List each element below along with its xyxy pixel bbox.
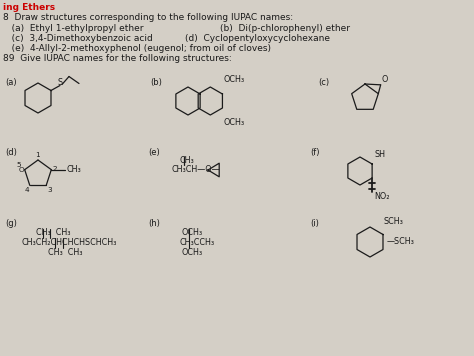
Text: (h): (h) xyxy=(148,219,160,228)
Text: OCH₃: OCH₃ xyxy=(182,248,203,257)
Text: CH₃  CH₃: CH₃ CH₃ xyxy=(48,248,82,257)
Text: CH₃CH—O—: CH₃CH—O— xyxy=(172,165,220,174)
Text: OCH₃: OCH₃ xyxy=(182,228,203,237)
Text: (d)  Cyclopentyloxycyclohexane: (d) Cyclopentyloxycyclohexane xyxy=(185,34,330,43)
Text: NO₂: NO₂ xyxy=(374,192,390,201)
Text: (i): (i) xyxy=(310,219,319,228)
Text: SH: SH xyxy=(374,150,385,159)
Text: 89  Give IUPAC names for the following structures:: 89 Give IUPAC names for the following st… xyxy=(3,54,232,63)
Text: (e)  4-Allyl-2-methoxyphenol (eugenol; from oil of cloves): (e) 4-Allyl-2-methoxyphenol (eugenol; fr… xyxy=(3,44,271,53)
Text: (f): (f) xyxy=(310,148,319,157)
Text: (a)  Ethyl 1-ethylpropyl ether: (a) Ethyl 1-ethylpropyl ether xyxy=(3,24,144,33)
Text: (d): (d) xyxy=(5,148,17,157)
Text: O: O xyxy=(18,167,24,173)
Text: (c)  3,4-Dimethoxybenzoic acid: (c) 3,4-Dimethoxybenzoic acid xyxy=(3,34,153,43)
Text: —SCH₃: —SCH₃ xyxy=(387,237,415,246)
Text: (g): (g) xyxy=(5,219,17,228)
Text: 8  Draw structures corresponding to the following IUPAC names:: 8 Draw structures corresponding to the f… xyxy=(3,13,293,22)
Text: OCH₃: OCH₃ xyxy=(223,118,245,127)
Text: 4: 4 xyxy=(25,187,29,193)
Text: 5: 5 xyxy=(17,162,21,168)
Text: 1: 1 xyxy=(35,152,40,158)
Text: S: S xyxy=(58,78,63,87)
Text: (b)  Di(p-chlorophenyl) ether: (b) Di(p-chlorophenyl) ether xyxy=(220,24,350,33)
Text: CH₃CH₂CHCHCHSCHCH₃: CH₃CH₂CHCHCHSCHCH₃ xyxy=(22,238,118,247)
Text: (a): (a) xyxy=(5,78,17,87)
Text: CH₃: CH₃ xyxy=(66,165,81,174)
Text: ing Ethers: ing Ethers xyxy=(3,3,55,12)
Text: SCH₃: SCH₃ xyxy=(384,218,404,226)
Text: 3: 3 xyxy=(47,187,52,193)
Text: O: O xyxy=(382,75,388,84)
Text: CH₃  CH₃: CH₃ CH₃ xyxy=(36,228,71,237)
Text: (b): (b) xyxy=(150,78,162,87)
Text: CH₃: CH₃ xyxy=(180,156,195,165)
Text: 2: 2 xyxy=(52,166,57,172)
Text: (c): (c) xyxy=(318,78,329,87)
Text: OCH₃: OCH₃ xyxy=(223,75,245,84)
Text: (e): (e) xyxy=(148,148,160,157)
Text: CH₃CCH₃: CH₃CCH₃ xyxy=(180,238,215,247)
